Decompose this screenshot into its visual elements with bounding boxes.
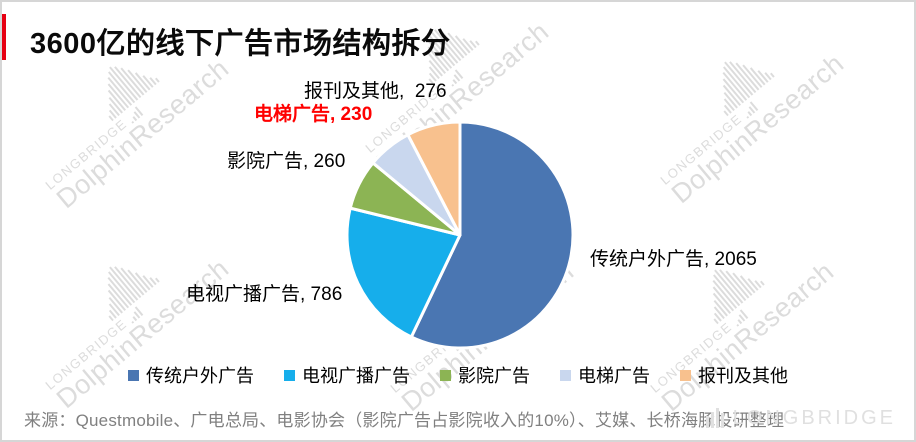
pie-label-outdoor: 传统户外广告, 2065	[590, 249, 757, 270]
pie-label-tv-radio: 电视广播广告, 786	[186, 284, 343, 305]
legend-swatch	[128, 369, 139, 381]
legend-item: 报刊及其他	[680, 362, 788, 388]
watermark-big-text: DolphinResearch	[665, 48, 850, 210]
legend-label: 传统户外广告	[146, 366, 254, 386]
footer-logo: LONGBRIDGE	[705, 406, 896, 428]
legend-swatch	[680, 369, 691, 381]
pie-slice-报刊及其他	[406, 120, 462, 237]
footer-logo-text: LONGBRIDGE	[732, 407, 896, 429]
legend-label: 电梯广告	[578, 366, 650, 386]
legend-swatch	[284, 369, 295, 381]
source-note: 来源：Questmobile、广电总局、电影协会（影院广告占影院收入的10%）、…	[24, 411, 785, 430]
longbridge-bars-icon	[705, 408, 724, 428]
pie-slice-传统户外广告	[409, 120, 575, 350]
legend: 传统户外广告 电视广播广告 影院广告 电梯广告 报刊及其他	[2, 362, 914, 388]
legend-swatch	[440, 369, 451, 381]
legend-item: 电梯广告	[560, 362, 650, 388]
legend-label: 报刊及其他	[698, 366, 788, 386]
legend-label: 影院广告	[458, 366, 530, 386]
pie-slice-电视广播广告	[345, 206, 462, 339]
pie-chart	[345, 120, 575, 350]
pie-label-cinema: 影院广告, 260	[227, 151, 346, 172]
legend-swatch	[560, 369, 571, 381]
red-accent-bar	[2, 14, 6, 60]
watermark-small-text: LONGBRIDGE	[657, 23, 850, 188]
legend-item: 电视广播广告	[284, 362, 410, 388]
legend-item: 传统户外广告	[128, 362, 254, 388]
legend-item: 影院广告	[440, 362, 530, 388]
watermark-big-text: DolphinResearch	[50, 53, 235, 215]
pie-label-newspaper: 报刊及其他, 276	[304, 81, 447, 102]
page-title: 3600亿的线下广告市场结构拆分	[30, 28, 451, 60]
legend-label: 电视广播广告	[302, 366, 410, 386]
pie-label-elevator: 电梯广告, 230	[254, 104, 373, 125]
watermark-bars-icon	[698, 2, 841, 117]
